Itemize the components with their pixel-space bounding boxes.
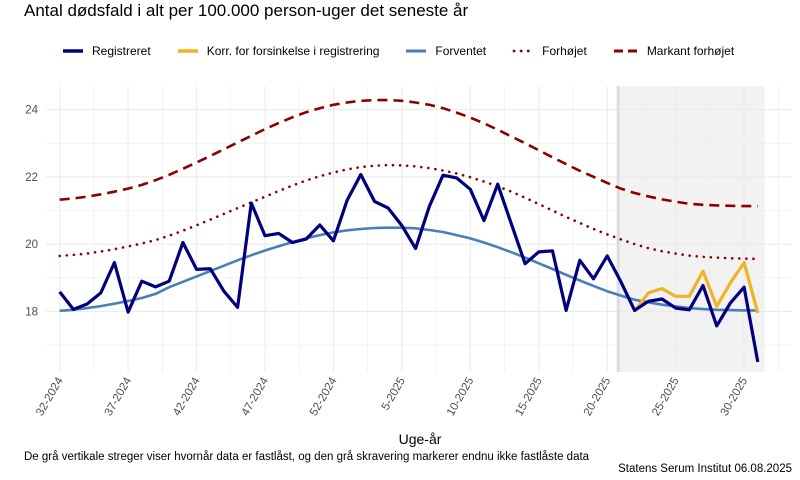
x-tick-label: 47-2024: [240, 375, 272, 418]
series-line-corrected: [633, 261, 760, 314]
x-tick-label: 42-2024: [171, 375, 203, 418]
series-line-registered: [58, 172, 760, 363]
chart-title: Antal dødsfald i alt per 100.000 person-…: [24, 1, 469, 20]
legend: Registreret Korr. for forsinkelse i regi…: [62, 42, 760, 60]
legend-item-forhoejet[interactable]: Forhøjet: [512, 44, 587, 58]
x-tick-label: 5-2025: [380, 376, 408, 413]
x-tick-label: 37-2024: [103, 375, 135, 418]
x-tick-label: 20-2025: [582, 376, 614, 419]
series-line-markedly-elevated: [59, 98, 758, 208]
x-tick-label: 10-2025: [445, 376, 477, 419]
source-credit: Statens Serum Institut 06.08.2025: [618, 463, 792, 475]
legend-label-korrigeret: Korr. for forsinkelse i registrering: [206, 44, 380, 58]
not-locked-shading: [618, 86, 765, 372]
legend-item-registreret[interactable]: Registreret: [62, 44, 151, 58]
legend-item-markant-forhoejet[interactable]: Markant forhøjet: [613, 44, 734, 58]
legend-label-registreret: Registreret: [92, 44, 151, 58]
x-tick-label: 32-2024: [34, 375, 66, 418]
x-tick-label: 30-2025: [719, 376, 751, 419]
y-tick-label: 24: [25, 105, 38, 117]
x-axis-label: Uge-år: [399, 431, 442, 447]
legend-swatch-korrigeret: [177, 49, 198, 53]
legend-label-markant-forhoejet: Markant forhøjet: [646, 44, 735, 58]
legend-item-forventet[interactable]: Forventet: [405, 44, 486, 58]
y-tick-label: 18: [25, 306, 38, 318]
y-tick-label: 20: [25, 239, 38, 251]
footnote: De grå vertikale streger viser hvornår d…: [24, 451, 590, 463]
legend-item-korrigeret[interactable]: Korr. for forsinkelse i registrering: [177, 44, 380, 58]
legend-swatch-markant-forhoejet: [613, 49, 638, 53]
x-tick-label: 25-2025: [650, 376, 682, 419]
x-tick-label: 52-2024: [308, 375, 340, 418]
x-tick-label: 15-2025: [513, 376, 545, 419]
y-tick-label: 22: [25, 172, 38, 184]
series-line-elevated: [58, 163, 760, 261]
legend-swatch-registreret: [63, 49, 83, 53]
legend-label-forventet: Forventet: [435, 44, 487, 58]
legend-swatch-forventet: [406, 49, 427, 53]
legend-label-forhoejet: Forhøjet: [542, 44, 587, 58]
